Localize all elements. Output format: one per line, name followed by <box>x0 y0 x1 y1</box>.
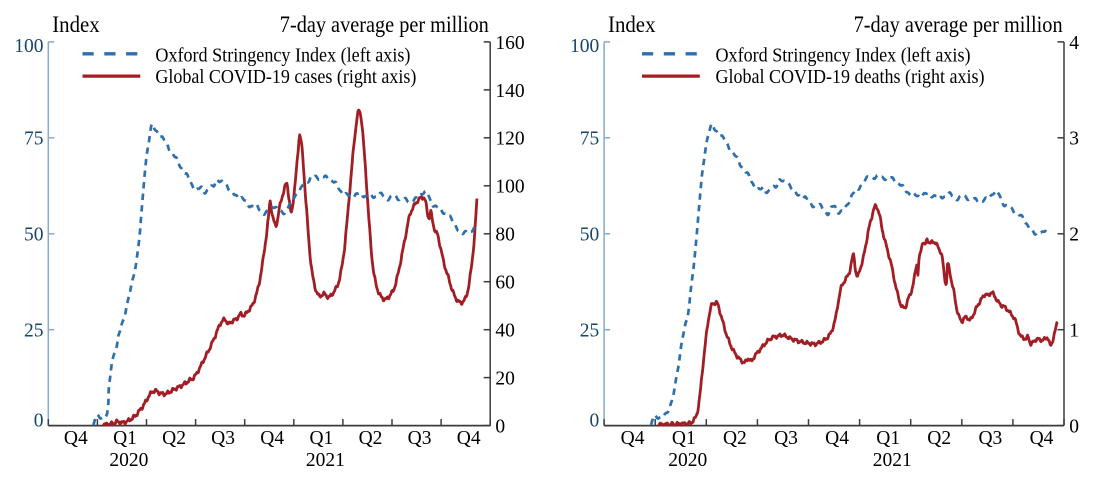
svg-text:Q4: Q4 <box>260 428 284 449</box>
svg-text:Q1: Q1 <box>672 428 696 449</box>
svg-text:0: 0 <box>1069 417 1079 438</box>
svg-text:Q3: Q3 <box>774 428 798 449</box>
svg-text:60: 60 <box>495 273 515 294</box>
svg-text:7-day average per million: 7-day average per million <box>854 12 1063 37</box>
svg-text:Q4: Q4 <box>1030 428 1054 449</box>
svg-text:Global COVID-19 cases (right a: Global COVID-19 cases (right axis) <box>155 66 416 88</box>
svg-text:4: 4 <box>1069 33 1079 54</box>
svg-text:3: 3 <box>1069 129 1079 150</box>
svg-text:Q4: Q4 <box>621 428 645 449</box>
svg-text:Index: Index <box>52 12 100 37</box>
svg-text:0: 0 <box>34 410 44 431</box>
svg-text:50: 50 <box>580 225 600 246</box>
svg-text:0: 0 <box>590 410 600 431</box>
svg-text:75: 75 <box>24 129 44 150</box>
svg-text:Q2: Q2 <box>359 428 383 449</box>
svg-text:140: 140 <box>495 81 524 102</box>
svg-text:Oxford Stringency Index (left: Oxford Stringency Index (left axis) <box>716 44 971 66</box>
svg-text:Q3: Q3 <box>408 428 432 449</box>
svg-text:Q2: Q2 <box>162 428 186 449</box>
svg-text:75: 75 <box>580 129 600 150</box>
svg-text:80: 80 <box>495 225 515 246</box>
svg-text:7-day average per million: 7-day average per million <box>280 12 489 37</box>
svg-text:25: 25 <box>24 321 44 342</box>
svg-text:Q4: Q4 <box>825 428 849 449</box>
svg-text:Q3: Q3 <box>211 428 235 449</box>
svg-text:Global COVID-19 deaths (right: Global COVID-19 deaths (right axis) <box>716 66 985 88</box>
svg-text:Q3: Q3 <box>978 428 1002 449</box>
svg-text:25: 25 <box>580 321 600 342</box>
svg-text:Index: Index <box>608 12 656 37</box>
svg-text:2020: 2020 <box>668 450 707 471</box>
svg-text:Oxford Stringency Index (left: Oxford Stringency Index (left axis) <box>155 44 410 66</box>
svg-text:Q2: Q2 <box>927 428 951 449</box>
svg-text:100: 100 <box>570 36 599 57</box>
svg-text:Q1: Q1 <box>309 428 333 449</box>
svg-text:160: 160 <box>495 33 524 54</box>
svg-text:Q1: Q1 <box>113 428 137 449</box>
svg-text:1: 1 <box>1069 321 1079 342</box>
svg-text:2021: 2021 <box>873 450 912 471</box>
svg-text:100: 100 <box>495 177 524 198</box>
svg-text:Q4: Q4 <box>64 428 88 449</box>
svg-text:Q4: Q4 <box>457 428 481 449</box>
svg-text:2020: 2020 <box>109 450 148 471</box>
svg-text:50: 50 <box>24 225 44 246</box>
svg-text:2: 2 <box>1069 225 1079 246</box>
svg-text:40: 40 <box>495 321 515 342</box>
svg-text:2021: 2021 <box>306 450 345 471</box>
svg-text:Q2: Q2 <box>723 428 747 449</box>
svg-text:0: 0 <box>495 417 505 438</box>
svg-text:20: 20 <box>495 369 515 390</box>
svg-text:120: 120 <box>495 129 524 150</box>
svg-text:100: 100 <box>14 36 43 57</box>
svg-text:Q1: Q1 <box>876 428 900 449</box>
